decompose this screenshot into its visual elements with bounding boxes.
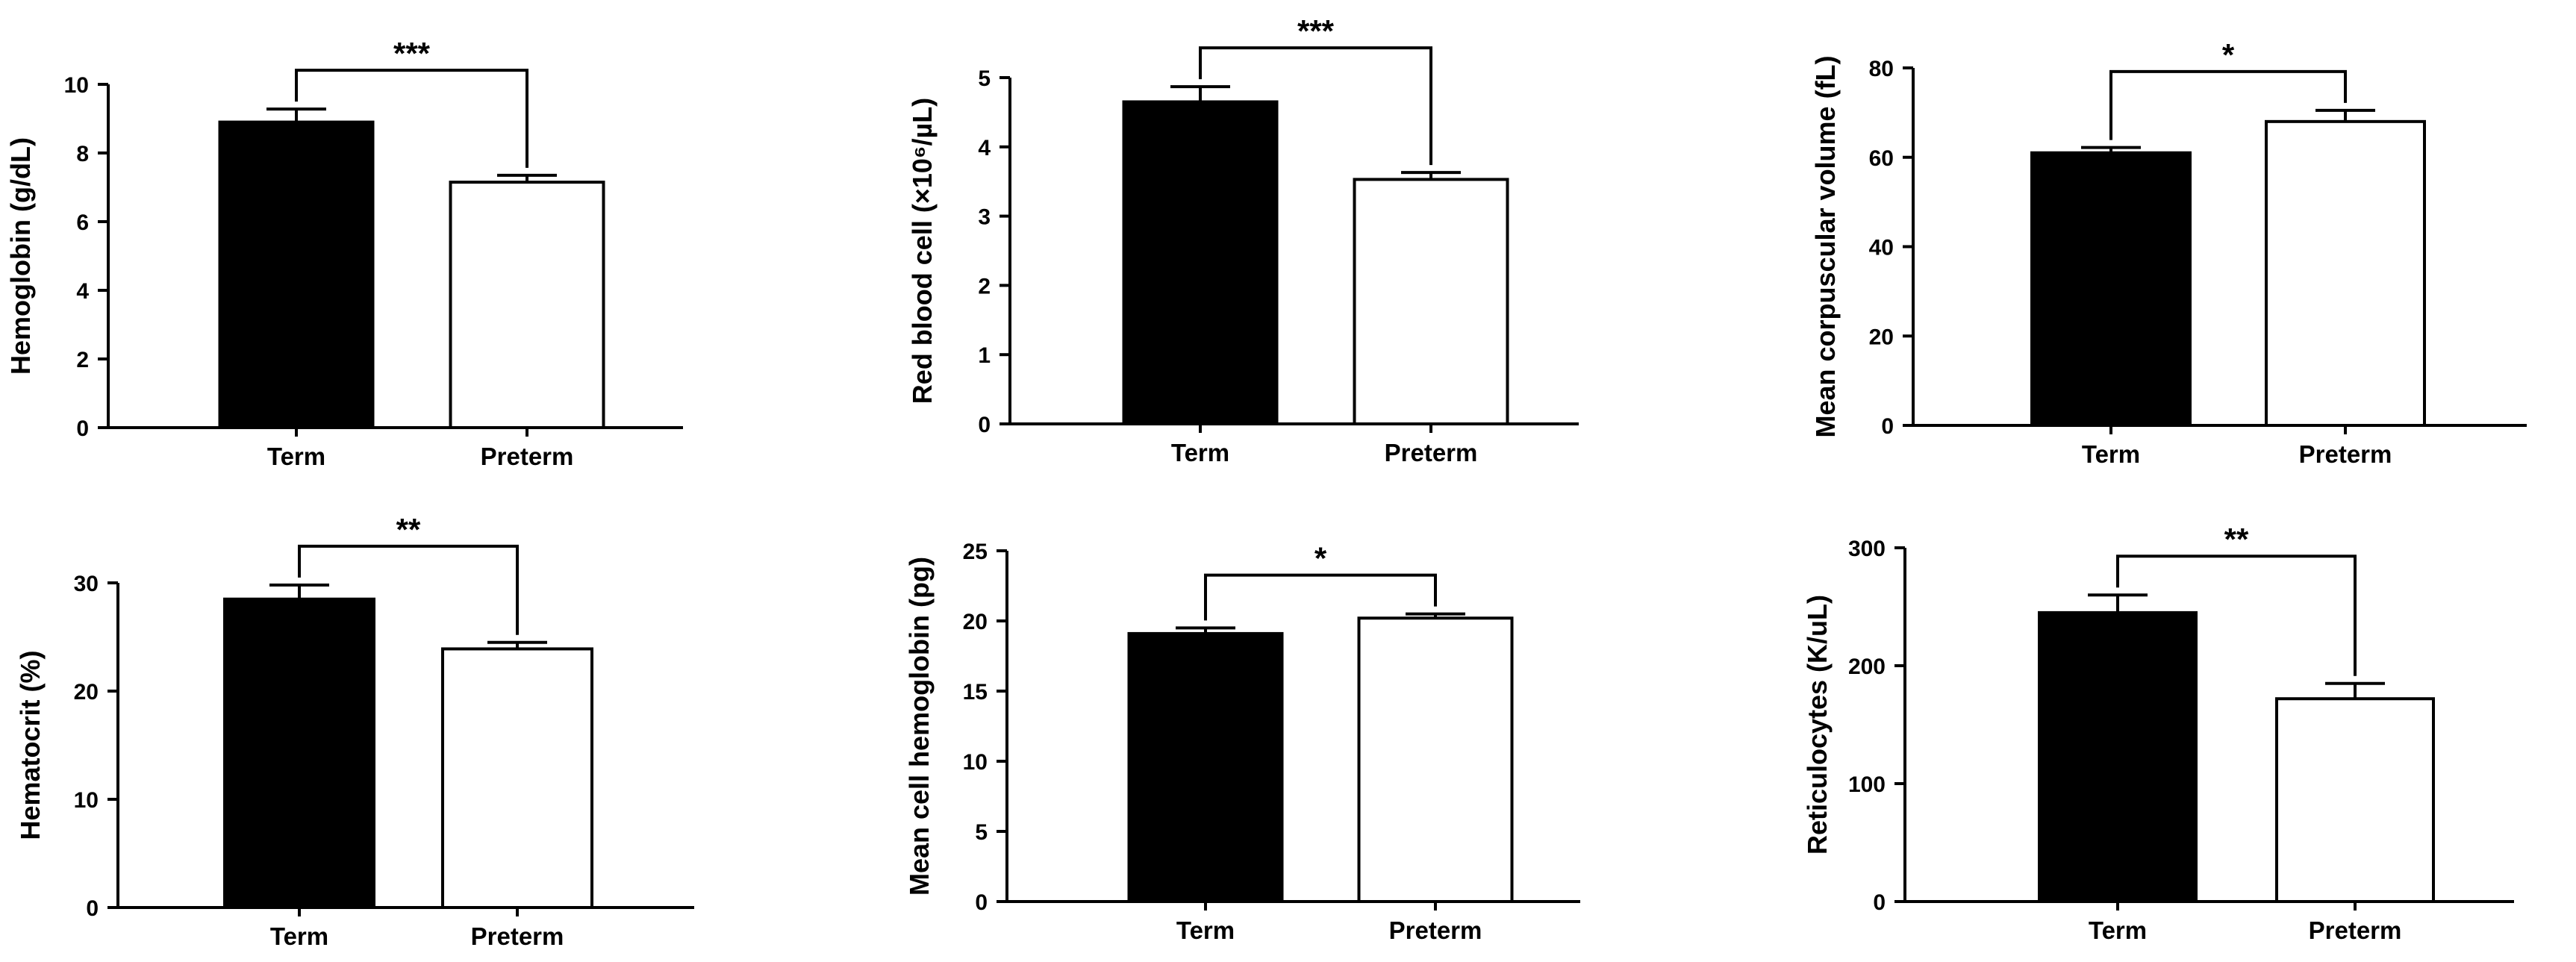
bar-preterm bbox=[2265, 119, 2426, 427]
y-tick-label: 10 bbox=[963, 750, 988, 775]
x-tick-label: Term bbox=[2082, 440, 2140, 468]
x-tick-label: Term bbox=[267, 443, 325, 470]
chart-panel-5: 0 5 10 15 20 25 Mean cell hemoglobin (pg) Term P… bbox=[904, 540, 1580, 944]
y-tick-label: 10 bbox=[74, 788, 99, 813]
x-tick-label: Preterm bbox=[1385, 439, 1478, 466]
significance-bracket bbox=[298, 544, 519, 635]
y-axis-label: Red blood cell (×10⁶/µL) bbox=[907, 98, 938, 404]
x-tick-label: Term bbox=[1176, 916, 1235, 944]
y-axis-label: Reticulocytes (K/uL) bbox=[1802, 595, 1833, 855]
chart-panel-3: 0 20 40 60 80 Mean corpuscular volume (fL) Ter… bbox=[1810, 37, 2527, 468]
y-tick-label: 20 bbox=[963, 610, 988, 634]
x-tick-label: Preterm bbox=[1389, 916, 1482, 944]
bar-term bbox=[223, 597, 375, 909]
bar-preterm bbox=[449, 181, 605, 429]
bar-preterm bbox=[1357, 616, 1514, 903]
x-tick-label: Preterm bbox=[2309, 916, 2402, 944]
y-tick-label: 300 bbox=[1848, 537, 1886, 561]
y-tick-label: 200 bbox=[1848, 655, 1886, 679]
y-tick-label: 20 bbox=[1869, 325, 1894, 349]
y-axis-label: Hemoglobin (g/dL) bbox=[5, 137, 36, 375]
y-tick-label: 80 bbox=[1869, 57, 1894, 81]
y-tick-label: 20 bbox=[74, 680, 99, 705]
x-tick-label: Term bbox=[270, 922, 328, 950]
significance-bracket bbox=[295, 69, 528, 168]
significance-bracket bbox=[1199, 46, 1432, 166]
y-tick-label: 0 bbox=[1873, 890, 1886, 915]
y-tick-label: 5 bbox=[975, 820, 988, 845]
chart-panel-2: 0 1 2 3 4 5 Red blood cell (×10⁶/µL) Term Preter… bbox=[907, 13, 1579, 466]
bar-term bbox=[1127, 631, 1284, 903]
x-tick-label: Preterm bbox=[2299, 440, 2392, 468]
y-tick-label: 0 bbox=[1881, 414, 1894, 439]
chart-panel-6: 0 100 200 300 Reticulocytes (K/uL) Term Preter… bbox=[1802, 522, 2514, 944]
significance-label: * bbox=[1314, 541, 1327, 576]
significance-label: * bbox=[2222, 37, 2235, 72]
y-tick-label: 25 bbox=[963, 540, 988, 564]
y-tick-label: 4 bbox=[76, 279, 89, 304]
y-tick-label: 2 bbox=[76, 348, 89, 372]
y-tick-label: 60 bbox=[1869, 146, 1894, 171]
significance-bracket bbox=[2116, 555, 2357, 676]
significance-label: *** bbox=[1297, 13, 1335, 49]
y-tick-label: 0 bbox=[86, 896, 99, 921]
bar-preterm bbox=[441, 647, 593, 909]
y-tick-label: 30 bbox=[74, 572, 99, 596]
y-tick-label: 5 bbox=[978, 66, 991, 91]
y-tick-label: 3 bbox=[978, 205, 991, 230]
chart-panel-1: 0 2 4 6 8 10 Hemoglobin (g/dL) Term Preterm *** bbox=[5, 36, 683, 470]
significance-bracket bbox=[2109, 69, 2347, 140]
y-tick-label: 4 bbox=[978, 136, 991, 160]
significance-bracket bbox=[1204, 573, 1437, 621]
y-tick-label: 0 bbox=[76, 416, 89, 441]
significance-label: *** bbox=[393, 36, 431, 71]
y-tick-label: 1 bbox=[978, 343, 991, 368]
bar-preterm bbox=[2275, 697, 2435, 903]
y-tick-label: 40 bbox=[1869, 236, 1894, 260]
x-tick-label: Term bbox=[2089, 916, 2147, 944]
bar-term bbox=[1122, 100, 1279, 425]
chart-panel-4: 0 10 20 30 Hematocrit (%) Term Preterm ** bbox=[15, 512, 694, 950]
bar-preterm bbox=[1353, 178, 1509, 426]
y-axis-label: Mean corpuscular volume (fL) bbox=[1810, 55, 1841, 437]
bar-term bbox=[2030, 151, 2192, 427]
x-tick-label: Preterm bbox=[471, 922, 564, 950]
x-tick-label: Term bbox=[1171, 439, 1229, 466]
y-axis-label: Hematocrit (%) bbox=[15, 650, 46, 840]
bar-term bbox=[218, 120, 375, 429]
significance-label: ** bbox=[2224, 522, 2249, 557]
y-tick-label: 15 bbox=[963, 680, 988, 705]
y-tick-label: 0 bbox=[978, 413, 991, 437]
y-axis-label: Mean cell hemoglobin (pg) bbox=[904, 557, 935, 896]
y-tick-label: 10 bbox=[64, 73, 89, 98]
y-tick-label: 6 bbox=[76, 210, 89, 235]
y-tick-label: 8 bbox=[76, 142, 89, 166]
y-tick-label: 100 bbox=[1848, 772, 1886, 797]
significance-label: ** bbox=[396, 512, 421, 547]
bar-term bbox=[2038, 610, 2198, 904]
y-tick-label: 0 bbox=[975, 890, 988, 915]
y-tick-label: 2 bbox=[978, 274, 991, 299]
x-tick-label: Preterm bbox=[481, 443, 574, 470]
